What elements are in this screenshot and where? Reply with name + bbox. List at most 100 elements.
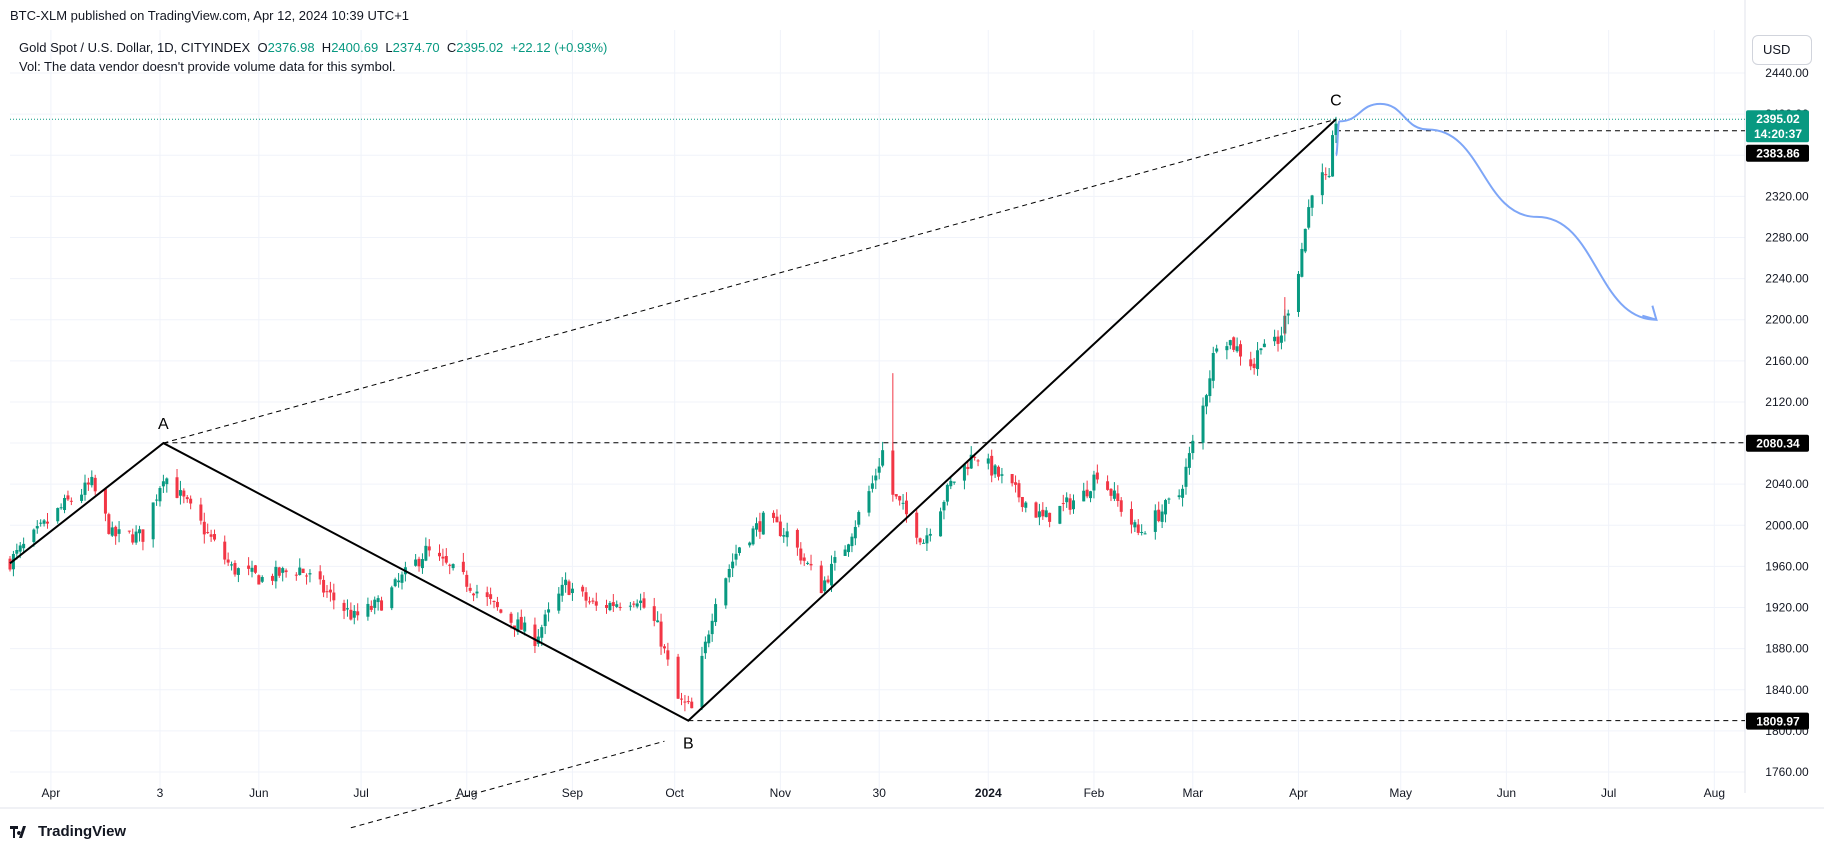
- candle-body: [250, 567, 254, 572]
- candle-body: [103, 488, 107, 514]
- candle-body: [635, 603, 639, 607]
- time-axis[interactable]: Apr 3 Jun Jul Aug Sep Oct Nov 30 2024 Feb Mar Apr May…: [42, 786, 1725, 800]
- candle-body: [969, 454, 973, 469]
- candle-body: [997, 466, 1001, 477]
- candle-body: [465, 574, 469, 587]
- price-axis[interactable]: 2440.002400.002360.002320.002280.002240.…: [1765, 66, 1809, 779]
- tradingview-brand[interactable]: TradingView: [10, 823, 126, 840]
- candle-body: [155, 499, 159, 501]
- candle-body: [141, 529, 145, 542]
- candle-body: [107, 514, 111, 534]
- candle-body: [1164, 500, 1168, 515]
- candle-body: [1041, 509, 1045, 517]
- candle-body: [1177, 495, 1181, 498]
- candle-body: [114, 526, 118, 537]
- candle-body: [322, 579, 326, 593]
- candle-body: [352, 610, 356, 618]
- candle-body: [1228, 340, 1232, 346]
- candle-body: [1307, 207, 1311, 228]
- candle-body: [127, 530, 131, 532]
- candle-body: [826, 579, 830, 583]
- candle-body: [853, 526, 857, 539]
- candle-body: [1256, 350, 1260, 370]
- candle-body: [823, 580, 827, 592]
- candle-body: [376, 598, 380, 603]
- candle-body: [584, 592, 588, 601]
- candle-body: [400, 574, 404, 583]
- candle-body: [492, 600, 496, 602]
- candle-body: [39, 522, 43, 524]
- candle-body: [512, 625, 516, 630]
- candle-body: [1119, 500, 1123, 512]
- candle-body: [414, 559, 418, 566]
- candle-body: [236, 568, 240, 575]
- candle-body: [843, 549, 847, 556]
- candle-body: [499, 609, 503, 613]
- candle-body: [1140, 531, 1144, 533]
- candle-body: [332, 592, 336, 601]
- candle-body: [1065, 497, 1069, 503]
- time-tick-label: Apr: [1289, 786, 1308, 800]
- candle-body: [1136, 524, 1140, 533]
- candle-body: [22, 543, 26, 549]
- time-tick-label: Apr: [42, 786, 61, 800]
- candle-body: [918, 538, 922, 543]
- candle-body: [939, 511, 943, 537]
- candle-body: [560, 584, 564, 596]
- channel-lower: [350, 740, 665, 829]
- candle-body: [1153, 510, 1157, 532]
- candle-body: [737, 547, 741, 554]
- candle-body: [656, 620, 660, 623]
- currency-selector[interactable]: USD: [1752, 35, 1812, 65]
- candle-body: [1143, 533, 1147, 535]
- level-b-tag-bg: [1746, 712, 1809, 730]
- candle-body: [1334, 123, 1338, 136]
- candle-body: [472, 593, 476, 596]
- candle-body: [1201, 405, 1205, 443]
- candle-body: [993, 465, 997, 475]
- candle-body: [1044, 510, 1048, 518]
- candle-body: [298, 567, 302, 575]
- projection-arrowhead: [1642, 305, 1658, 322]
- candle-body: [748, 542, 752, 546]
- last-price-tag-bg: [1746, 110, 1809, 143]
- candle-body: [175, 477, 179, 498]
- candle-body: [131, 534, 135, 543]
- candle-body: [567, 581, 571, 595]
- candle-body: [904, 500, 908, 515]
- candle-body: [1232, 337, 1236, 350]
- candle-body: [710, 620, 714, 635]
- candle-body: [1204, 395, 1208, 407]
- candle-body: [874, 475, 878, 481]
- candle-body: [700, 655, 704, 708]
- candle-body: [986, 458, 990, 464]
- price-tick-label: 1760.00: [1765, 765, 1809, 779]
- candle-body: [1300, 248, 1304, 277]
- candle-body: [666, 650, 670, 660]
- price-tick-label: 2280.00: [1765, 230, 1809, 244]
- candle-body: [461, 561, 465, 573]
- candle-body: [594, 601, 598, 606]
- candle-body: [802, 557, 806, 561]
- candle-body: [942, 501, 946, 511]
- ohlc-row: Gold Spot / U.S. Dollar, 1D, CITYINDEX O…: [19, 38, 607, 57]
- time-tick-label: Feb: [1084, 786, 1105, 800]
- time-tick-label: Jun: [1497, 786, 1516, 800]
- candle-body: [519, 616, 523, 630]
- candle-body: [230, 564, 234, 566]
- candle-body: [795, 529, 799, 548]
- candle-body: [117, 529, 121, 534]
- price-tick-label: 1880.00: [1765, 642, 1809, 656]
- candle-body: [782, 535, 786, 537]
- candle-body: [417, 558, 421, 567]
- candle-body: [1010, 474, 1014, 484]
- candle-body: [898, 496, 902, 501]
- candle-body: [393, 579, 397, 587]
- candle-body: [1037, 511, 1041, 518]
- candle-body: [928, 533, 932, 536]
- candle-body: [356, 611, 360, 616]
- candle-body: [475, 591, 479, 594]
- projection-curve: [1334, 102, 1658, 322]
- candle-body: [724, 578, 728, 606]
